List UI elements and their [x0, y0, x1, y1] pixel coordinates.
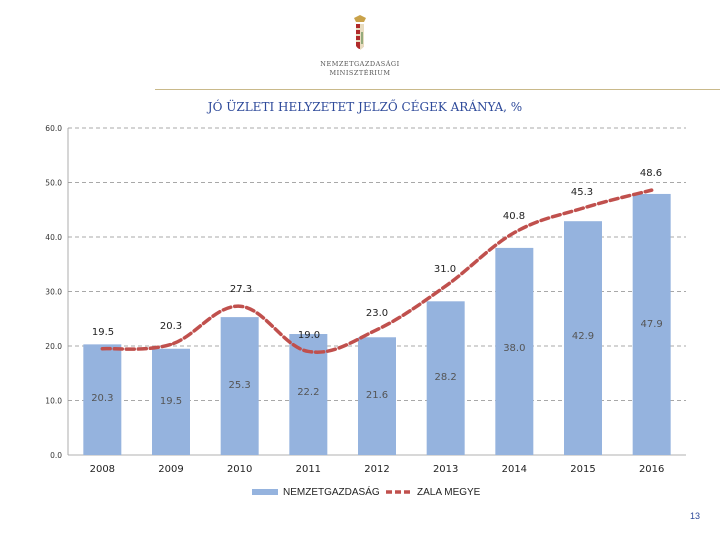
x-tick-label: 2008 — [90, 464, 115, 475]
page-number: 13 — [689, 511, 700, 521]
y-tick-label: 60.0 — [45, 124, 62, 133]
line-data-label: 45.3 — [571, 187, 593, 198]
ministry-logo: NEMZETGAZDASÁGI MINISZTÉRIUM — [310, 14, 410, 82]
bar-2012 — [358, 337, 396, 455]
line-point-2016 — [650, 188, 654, 192]
y-tick-label: 20.0 — [45, 342, 62, 351]
coat-of-arms-icon — [354, 15, 366, 50]
legend-swatch-bar — [252, 489, 278, 495]
x-tick-label: 2009 — [158, 464, 183, 475]
bar-data-label: 21.6 — [366, 390, 388, 401]
line-point-2008 — [100, 347, 104, 351]
bar-data-label: 20.3 — [91, 393, 113, 404]
legend-label-bar: NEMZETGAZDASÁG — [283, 485, 380, 498]
y-tick-label: 0.0 — [50, 451, 62, 460]
bar-2014 — [495, 247, 534, 455]
bar-data-label: 22.2 — [297, 387, 319, 398]
line-data-label: 40.8 — [503, 211, 525, 222]
bar-2013 — [426, 301, 465, 455]
line-point-2010 — [238, 304, 242, 308]
line-point-2015 — [581, 206, 585, 210]
bar-data-label: 42.9 — [572, 331, 594, 342]
bar-2010 — [220, 317, 259, 455]
bar-data-label: 19.5 — [160, 396, 182, 407]
y-tick-label: 50.0 — [45, 179, 62, 188]
legend-label-line: ZALA MEGYE — [417, 487, 481, 498]
x-tick-label: 2010 — [227, 464, 252, 475]
line-point-2011 — [306, 349, 310, 353]
line-point-2014 — [512, 231, 516, 235]
line-point-2013 — [444, 284, 448, 288]
x-tick-label: 2014 — [502, 464, 527, 475]
bar-data-label: 28.2 — [435, 372, 457, 383]
bar-data-label: 25.3 — [229, 380, 251, 391]
bar-2008 — [83, 344, 122, 455]
line-data-label: 23.0 — [366, 308, 388, 319]
bar-2016 — [632, 193, 671, 455]
bar-data-label: 47.9 — [641, 319, 663, 330]
bar-2009 — [152, 348, 190, 455]
header-divider — [155, 89, 720, 90]
line-data-label: 31.0 — [434, 264, 456, 275]
chart-title: JÓ ÜZLETI HELYZETET JELZŐ CÉGEK ARÁNYA, … — [206, 98, 522, 114]
logo-text-line1: NEMZETGAZDASÁGI — [320, 60, 400, 68]
x-tick-label: 2012 — [364, 464, 389, 475]
line-point-2012 — [375, 328, 379, 332]
bar-data-label: 38.0 — [503, 343, 525, 354]
x-tick-label: 2013 — [433, 464, 458, 475]
line-data-label: 48.6 — [640, 168, 662, 179]
line-data-label: 27.3 — [230, 284, 252, 295]
x-tick-label: 2011 — [296, 464, 321, 475]
x-tick-label: 2015 — [570, 464, 595, 475]
line-data-label: 19.5 — [92, 327, 114, 338]
y-tick-label: 40.0 — [45, 233, 62, 242]
bar-2015 — [564, 221, 602, 455]
logo-text-line2: MINISZTÉRIUM — [329, 69, 391, 77]
line-point-2009 — [169, 342, 173, 346]
x-tick-label: 2016 — [639, 464, 664, 475]
y-tick-label: 30.0 — [45, 288, 62, 297]
line-data-label: 20.3 — [160, 321, 182, 332]
line-data-label: 19.0 — [298, 330, 320, 341]
y-tick-label: 10.0 — [45, 397, 62, 406]
bar-2011 — [289, 334, 328, 455]
